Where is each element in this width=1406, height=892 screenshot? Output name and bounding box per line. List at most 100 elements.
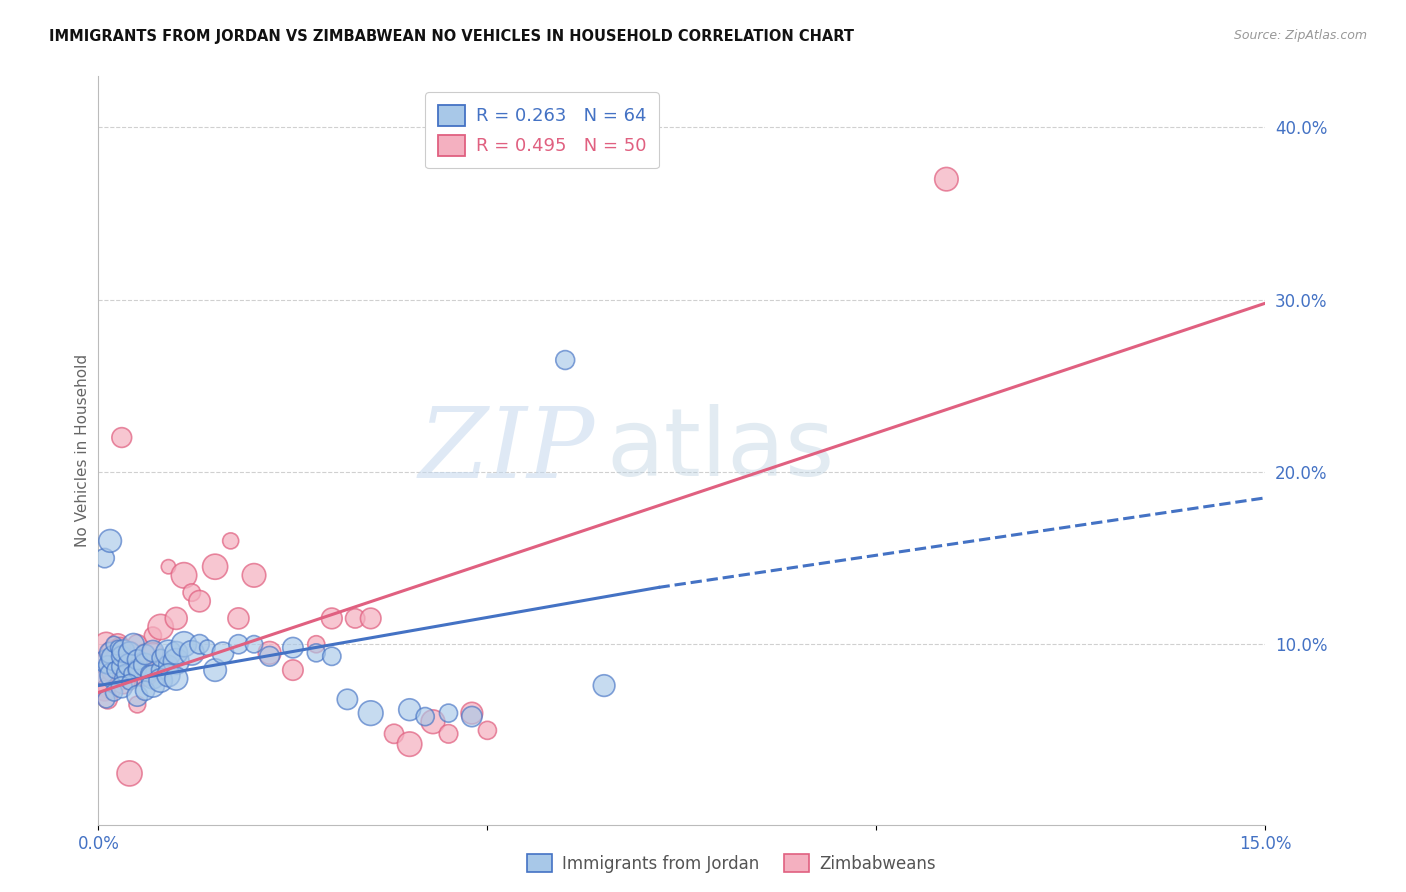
Point: [122, 637, 145, 651]
Point: [281, 640, 304, 655]
Point: [259, 649, 281, 664]
Point: [157, 657, 180, 672]
Point: [204, 559, 226, 574]
Point: [228, 637, 250, 651]
Point: [111, 659, 134, 673]
Point: [104, 663, 127, 677]
Point: [118, 675, 141, 690]
Point: [173, 637, 195, 651]
Point: [134, 666, 156, 681]
Point: [91, 666, 114, 681]
Point: [360, 611, 382, 625]
Point: [91, 672, 114, 686]
Point: [111, 672, 134, 686]
Legend: Immigrants from Jordan, Zimbabweans: Immigrants from Jordan, Zimbabweans: [520, 847, 942, 880]
Point: [437, 706, 460, 720]
Point: [149, 663, 172, 677]
Point: [935, 172, 957, 186]
Point: [165, 655, 187, 669]
Point: [118, 668, 141, 682]
Point: [96, 637, 118, 651]
Point: [127, 655, 149, 669]
Point: [114, 666, 136, 681]
Point: [259, 646, 281, 660]
Point: [461, 706, 484, 720]
Point: [398, 737, 420, 751]
Point: [188, 637, 211, 651]
Point: [243, 568, 266, 582]
Point: [243, 637, 266, 651]
Point: [138, 666, 160, 681]
Point: [360, 706, 382, 720]
Point: [103, 663, 125, 677]
Point: [127, 637, 149, 651]
Point: [107, 637, 129, 651]
Point: [93, 683, 115, 698]
Point: [142, 629, 165, 643]
Point: [98, 646, 121, 660]
Point: [120, 666, 142, 681]
Point: [305, 637, 328, 651]
Point: [127, 663, 149, 677]
Point: [149, 673, 172, 688]
Point: [93, 551, 115, 566]
Point: [97, 692, 120, 706]
Point: [142, 679, 165, 693]
Point: [98, 681, 121, 695]
Point: [127, 653, 149, 667]
Point: [228, 611, 250, 625]
Point: [108, 640, 131, 655]
Text: IMMIGRANTS FROM JORDAN VS ZIMBABWEAN NO VEHICLES IN HOUSEHOLD CORRELATION CHART: IMMIGRANTS FROM JORDAN VS ZIMBABWEAN NO …: [49, 29, 855, 44]
Point: [118, 646, 141, 660]
Point: [157, 646, 180, 660]
Point: [98, 533, 121, 548]
Point: [118, 766, 141, 780]
Point: [112, 644, 135, 658]
Point: [180, 646, 202, 660]
Point: [173, 568, 195, 582]
Point: [195, 640, 218, 655]
Point: [461, 709, 484, 723]
Point: [118, 657, 141, 672]
Point: [111, 681, 134, 695]
Point: [336, 692, 359, 706]
Point: [149, 620, 172, 634]
Point: [111, 431, 134, 445]
Point: [344, 611, 367, 625]
Point: [134, 657, 156, 672]
Point: [101, 668, 124, 682]
Point: [477, 723, 499, 738]
Point: [127, 698, 149, 712]
Point: [422, 714, 444, 729]
Point: [142, 646, 165, 660]
Point: [593, 679, 616, 693]
Text: ZIP: ZIP: [418, 403, 595, 498]
Point: [103, 637, 125, 651]
Point: [180, 585, 202, 599]
Point: [437, 727, 460, 741]
Point: [111, 649, 134, 664]
Point: [103, 685, 125, 699]
Text: atlas: atlas: [606, 404, 834, 497]
Point: [107, 640, 129, 655]
Point: [149, 651, 172, 665]
Point: [321, 611, 343, 625]
Point: [112, 675, 135, 690]
Text: Source: ZipAtlas.com: Source: ZipAtlas.com: [1233, 29, 1367, 42]
Point: [157, 559, 180, 574]
Point: [96, 655, 118, 669]
Point: [554, 353, 576, 368]
Point: [305, 646, 328, 660]
Point: [118, 646, 141, 660]
Point: [398, 703, 420, 717]
Point: [104, 651, 127, 665]
Point: [204, 663, 226, 677]
Point: [101, 663, 124, 677]
Point: [165, 611, 187, 625]
Point: [142, 644, 165, 658]
Point: [413, 709, 436, 723]
Point: [103, 646, 125, 660]
Point: [96, 692, 118, 706]
Point: [321, 649, 343, 664]
Point: [157, 668, 180, 682]
